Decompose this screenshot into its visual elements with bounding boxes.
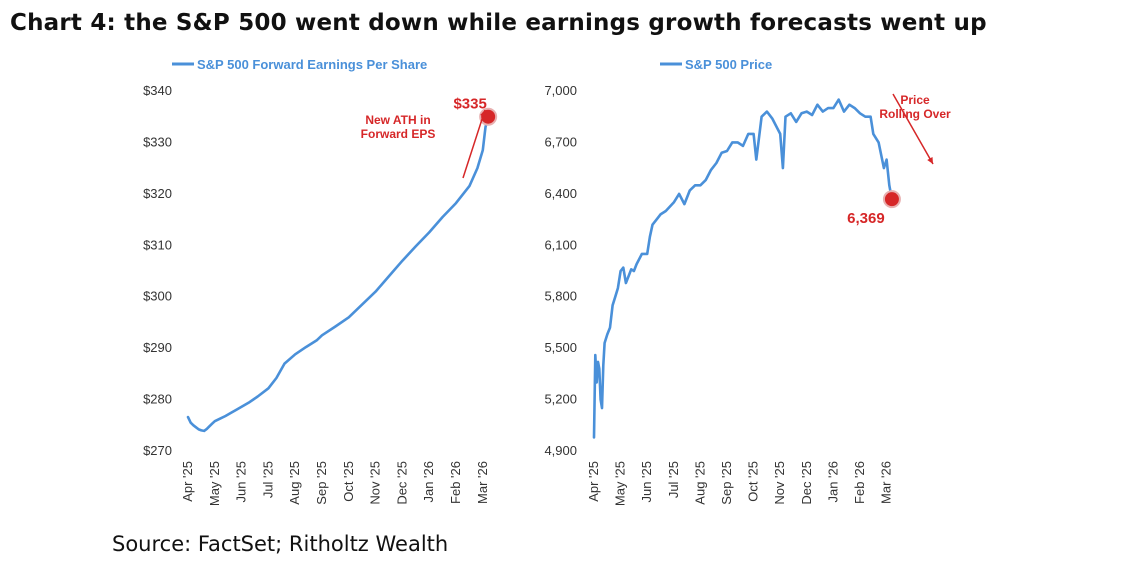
- y-tick-label: 5,500: [544, 340, 577, 355]
- legend-label: S&P 500 Price: [685, 57, 772, 72]
- x-tick-label: Jun '25: [639, 461, 654, 503]
- y-tick-label: $290: [143, 340, 172, 355]
- x-tick-label: May '25: [207, 461, 222, 506]
- annotation-text: New ATH in: [365, 113, 430, 127]
- x-tick-label: Feb '26: [852, 461, 867, 504]
- y-tick-label: $300: [143, 289, 172, 304]
- x-tick-label: Nov '25: [368, 461, 383, 505]
- end-value-label: $335: [453, 96, 486, 113]
- x-tick-label: Jul '25: [260, 461, 275, 498]
- x-tick-label: Mar '26: [475, 461, 490, 504]
- annotation-arrow: [462, 109, 486, 179]
- x-tick-label: Apr '25: [586, 461, 601, 502]
- annotation-arrowhead: [480, 110, 486, 117]
- y-tick-label: 4,900: [544, 443, 577, 458]
- annotation-text: Forward EPS: [361, 127, 436, 141]
- annotation-text: Price: [900, 93, 930, 107]
- x-tick-label: Apr '25: [180, 461, 195, 502]
- end-point-marker: [882, 190, 901, 209]
- x-tick-label: Feb '26: [448, 461, 463, 504]
- y-tick-label: $340: [143, 83, 172, 98]
- series-line: [592, 98, 894, 439]
- y-tick-label: $270: [143, 443, 172, 458]
- y-tick-label: $310: [143, 237, 172, 252]
- y-tick-label: 5,200: [544, 392, 577, 407]
- x-tick-label: Oct '25: [341, 461, 356, 502]
- annotation-text: Rolling Over: [879, 107, 951, 121]
- y-tick-label: $320: [143, 186, 172, 201]
- x-tick-label: Jun '25: [234, 461, 249, 503]
- x-tick-label: Sep '25: [719, 461, 734, 505]
- source-note: Source: FactSet; Ritholtz Wealth: [112, 532, 449, 556]
- x-tick-label: Jan '26: [825, 461, 840, 503]
- x-tick-label: Nov '25: [772, 461, 787, 505]
- chart-title: Chart 4: the S&P 500 went down while ear…: [10, 10, 987, 36]
- end-value-label: 6,369: [847, 210, 885, 227]
- y-tick-label: 5,800: [544, 289, 577, 304]
- y-tick-label: $330: [143, 134, 172, 149]
- y-tick-label: 6,700: [544, 134, 577, 149]
- x-tick-label: Dec '25: [394, 461, 409, 505]
- x-tick-label: Oct '25: [746, 461, 761, 502]
- x-tick-label: Aug '25: [692, 461, 707, 505]
- legend-label: S&P 500 Forward Earnings Per Share: [197, 57, 427, 72]
- x-tick-label: Jan '26: [421, 461, 436, 503]
- y-tick-label: 6,400: [544, 186, 577, 201]
- y-tick-label: 7,000: [544, 83, 577, 98]
- x-tick-label: Dec '25: [799, 461, 814, 505]
- annotation-arrowhead: [927, 157, 933, 164]
- y-tick-label: 6,100: [544, 237, 577, 252]
- x-tick-label: Aug '25: [287, 461, 302, 505]
- eps-chart: S&P 500 Forward Earnings Per Share $340 $3…: [143, 57, 498, 506]
- series-line: [186, 115, 490, 433]
- x-tick-label: May '25: [613, 461, 628, 506]
- x-tick-label: Jul '25: [666, 461, 681, 498]
- y-tick-label: $280: [143, 392, 172, 407]
- x-tick-label: Mar '26: [879, 461, 894, 504]
- price-chart: S&P 500 Price 7,000 6,700 6,400 6,100 5,800 5,…: [544, 57, 951, 506]
- annotation-arrow: [892, 93, 934, 165]
- x-tick-label: Sep '25: [314, 461, 329, 505]
